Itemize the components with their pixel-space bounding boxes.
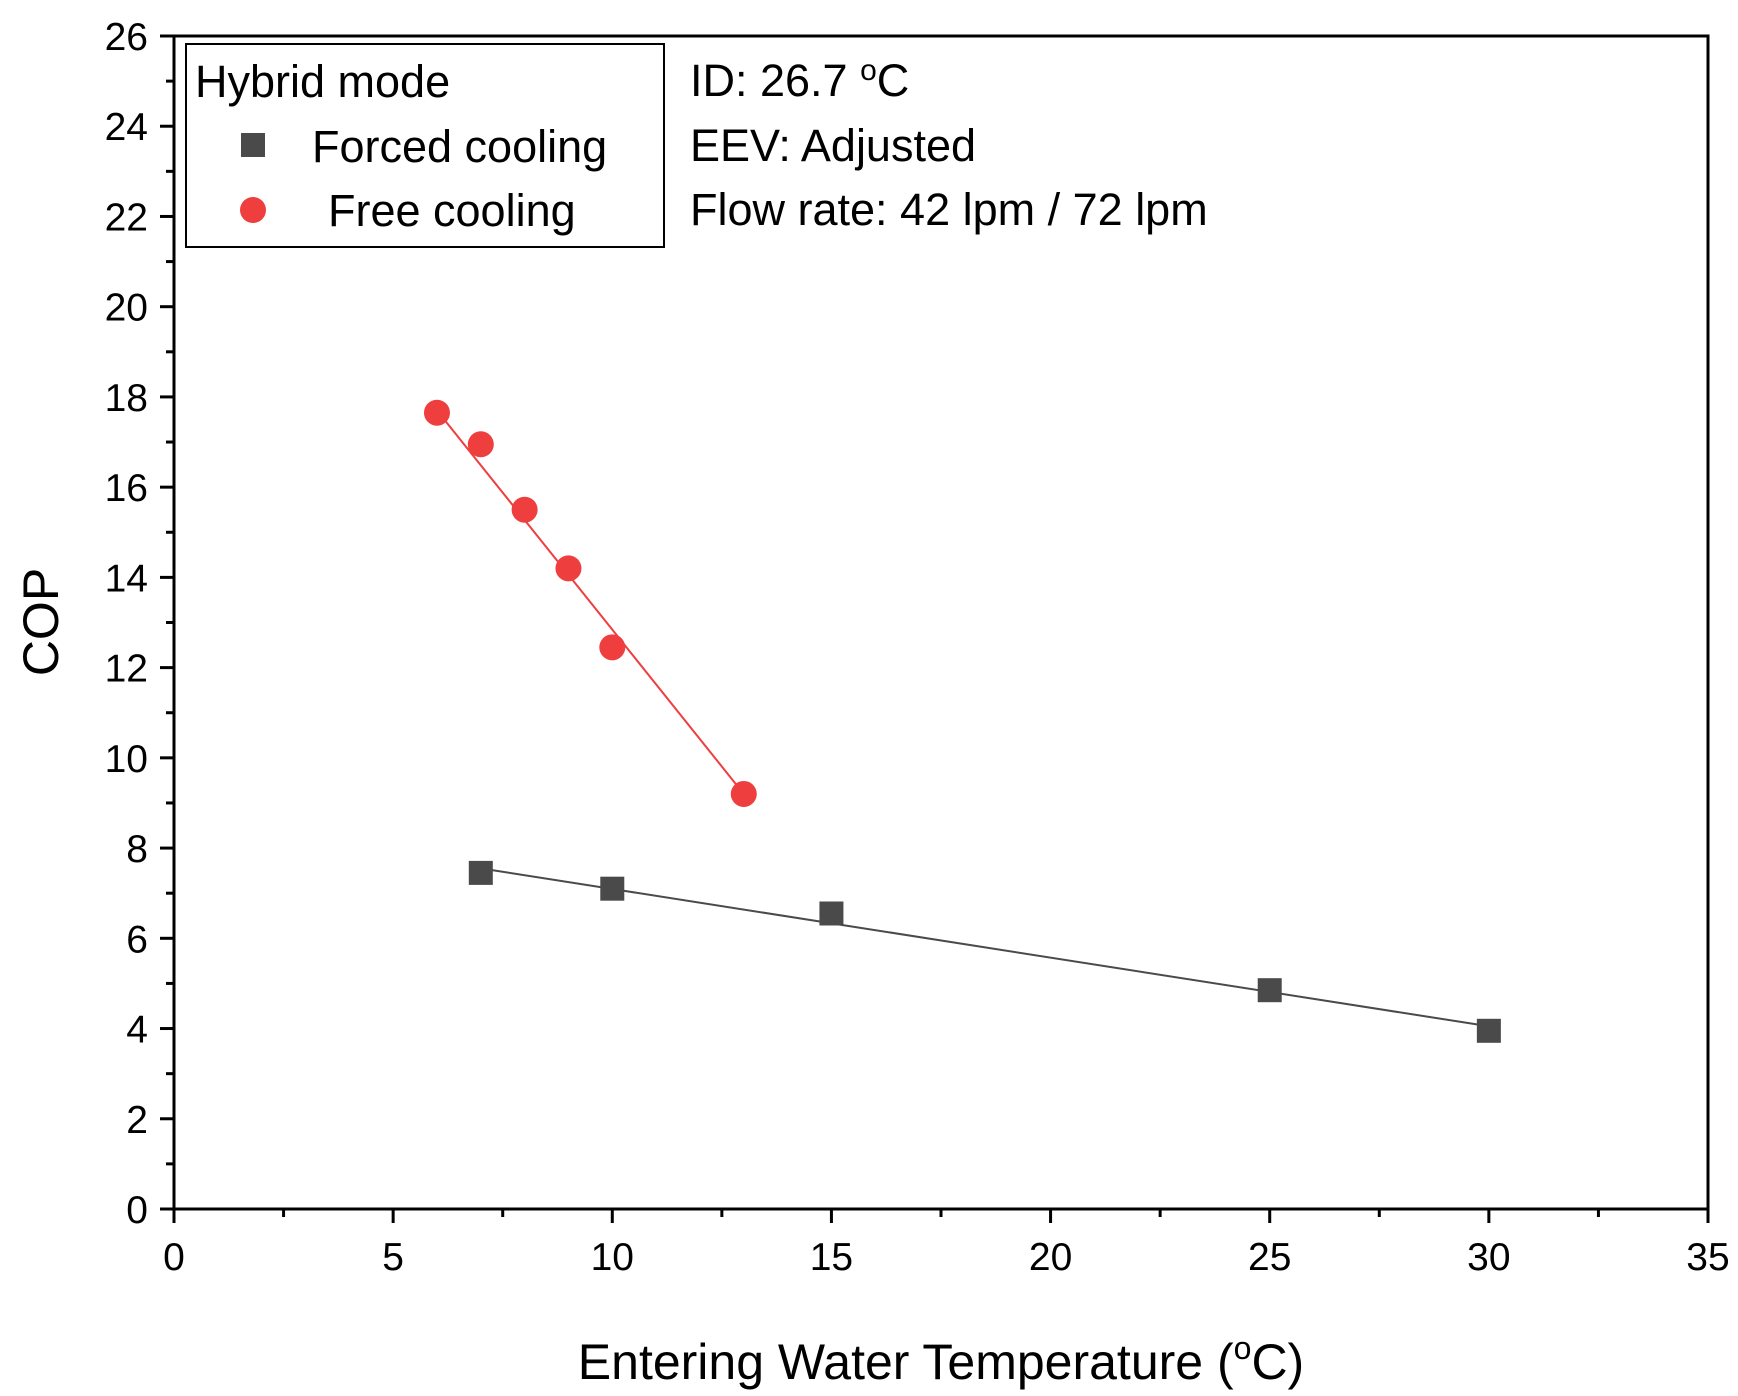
y-tick-label: 14 xyxy=(105,557,148,600)
x-axis-title-tail: C) xyxy=(1251,1334,1304,1390)
point-square-series-0 xyxy=(1257,978,1282,1003)
x-axis-title-sup: o xyxy=(1234,1330,1252,1366)
point-square-series-0 xyxy=(819,901,844,926)
legend-marker-square-icon xyxy=(241,133,265,157)
fit-line-series-0 xyxy=(480,867,1490,1028)
annotation-eev: EEV: Adjusted xyxy=(690,120,976,171)
point-square-series-0 xyxy=(1476,1018,1501,1043)
point-circle-series-1 xyxy=(423,399,450,426)
point-circle-series-1 xyxy=(730,780,757,807)
x-tick-label: 35 xyxy=(1686,1236,1729,1279)
point-circle-series-1 xyxy=(599,634,626,661)
x-axis-title: Entering Water Temperature (oC) xyxy=(578,1330,1304,1390)
legend-marker-circle-icon xyxy=(240,197,266,223)
point-square-series-0 xyxy=(468,860,493,885)
legend-label-forced-cooling: Forced cooling xyxy=(312,121,607,172)
y-tick-label: 16 xyxy=(105,467,148,510)
annotation-id: ID: 26.7 oC xyxy=(690,54,909,106)
x-tick-label: 20 xyxy=(1029,1236,1072,1279)
y-tick-label: 24 xyxy=(105,106,148,149)
y-tick-label: 6 xyxy=(126,918,148,961)
x-tick-label: 0 xyxy=(163,1236,185,1279)
plot-frame xyxy=(172,34,1710,1211)
legend-box xyxy=(185,43,665,248)
annotation-id-suffix: C xyxy=(877,55,910,106)
y-tick-label: 20 xyxy=(105,287,148,330)
y-tick-label: 8 xyxy=(126,828,148,871)
annotations: ID: 26.7 oC EEV: Adjusted Flow rate: 42 … xyxy=(690,54,1208,235)
y-tick-label: 18 xyxy=(105,377,148,420)
point-circle-series-1 xyxy=(511,496,538,523)
y-tick-label: 22 xyxy=(105,196,148,239)
annotation-flow-rate: Flow rate: 42 lpm / 72 lpm xyxy=(690,184,1208,235)
data-points xyxy=(423,399,1501,1043)
x-tick-label: 25 xyxy=(1248,1236,1291,1279)
legend-label-free-cooling: Free cooling xyxy=(328,185,576,236)
point-square-series-0 xyxy=(600,876,625,901)
x-tick-label: 10 xyxy=(591,1236,634,1279)
fit-lines xyxy=(436,409,1490,1028)
y-tick-label: 4 xyxy=(126,1009,148,1052)
x-axis-title-main: Entering Water Temperature ( xyxy=(578,1334,1234,1390)
x-tick-label: 5 xyxy=(382,1236,404,1279)
point-circle-series-1 xyxy=(555,555,582,582)
y-tick-label: 26 xyxy=(105,16,148,59)
x-tick-label: 15 xyxy=(810,1236,853,1279)
y-tick-label: 10 xyxy=(105,738,148,781)
y-tick-label: 2 xyxy=(126,1099,148,1142)
legend: Hybrid mode Forced cooling Free cooling xyxy=(185,43,665,248)
y-axis-title: COP xyxy=(13,568,69,676)
y-tick-label: 0 xyxy=(126,1189,148,1232)
annotation-id-sup: o xyxy=(860,54,877,87)
x-axis-ticks: 0 5 10 15 20 25 30 35 xyxy=(163,1209,1730,1279)
x-tick-label: 30 xyxy=(1467,1236,1510,1279)
point-circle-series-1 xyxy=(467,431,494,458)
y-tick-label: 12 xyxy=(105,648,148,691)
fit-line-series-1 xyxy=(436,409,745,795)
legend-title: Hybrid mode xyxy=(195,56,450,107)
annotation-id-prefix: ID: 26.7 xyxy=(690,55,860,106)
